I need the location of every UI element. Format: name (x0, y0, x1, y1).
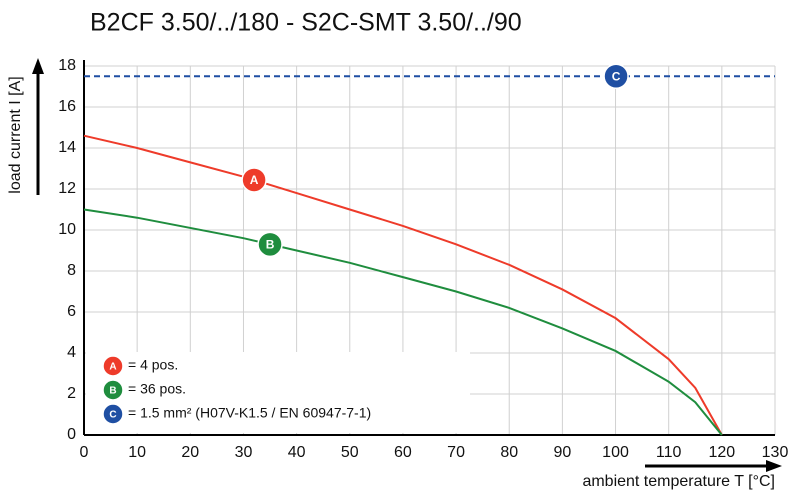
x-tick-label: 50 (341, 444, 359, 461)
y-tick-label: 16 (58, 98, 76, 115)
x-tick-label: 60 (394, 444, 412, 461)
x-axis-label: ambient temperature T [°C] (582, 473, 775, 490)
y-tick-label: 8 (67, 262, 76, 279)
y-tick-label: 0 (67, 426, 76, 443)
y-arrow-head (32, 58, 44, 74)
series-badge (102, 355, 124, 377)
y-tick-label: 4 (67, 344, 76, 361)
badge-letter: A (109, 362, 116, 373)
legend-label: = 36 pos. (128, 381, 186, 397)
x-tick-label: 10 (128, 444, 146, 461)
chart-title: B2CF 3.50/../180 - S2C-SMT 3.50/../90 (90, 9, 522, 37)
legend-label: = 1.5 mm² (H07V-K1.5 / EN 60947-7-1) (128, 405, 371, 421)
series-badge (102, 379, 124, 401)
badge-letter: C (612, 69, 621, 83)
y-tick-label: 2 (67, 385, 76, 402)
x-tick-label: 40 (288, 444, 306, 461)
badge-letter: B (266, 238, 275, 252)
x-arrow-head (766, 460, 782, 472)
x-tick-label: 30 (235, 444, 253, 461)
y-tick-label: 10 (58, 221, 76, 238)
y-tick-label: 18 (58, 57, 76, 74)
x-tick-label: 80 (500, 444, 518, 461)
badge-letter: C (109, 410, 116, 421)
y-tick-label: 12 (58, 180, 76, 197)
series-badge (102, 403, 124, 425)
series-line (83, 134, 723, 436)
series-badge (257, 231, 283, 258)
x-tick-label: 110 (656, 444, 682, 461)
series-badge (603, 63, 629, 89)
legend-box (86, 352, 470, 433)
series-badge (241, 167, 267, 193)
x-tick-label: 70 (447, 444, 465, 461)
series-line (83, 208, 723, 436)
x-tick-label: 100 (602, 444, 629, 461)
badge-letter: A (250, 173, 259, 187)
legend-label: = 4 pos. (128, 357, 178, 373)
y-tick-label: 6 (67, 303, 76, 320)
x-tick-label: 130 (762, 444, 789, 461)
y-axis-label: load current I [A] (7, 76, 24, 193)
y-tick-label: 14 (58, 139, 76, 156)
x-tick-label: 0 (80, 444, 89, 461)
badge-letter: B (109, 386, 116, 397)
x-tick-label: 120 (708, 444, 735, 461)
x-tick-label: 20 (181, 444, 199, 461)
x-tick-label: 90 (553, 444, 571, 461)
